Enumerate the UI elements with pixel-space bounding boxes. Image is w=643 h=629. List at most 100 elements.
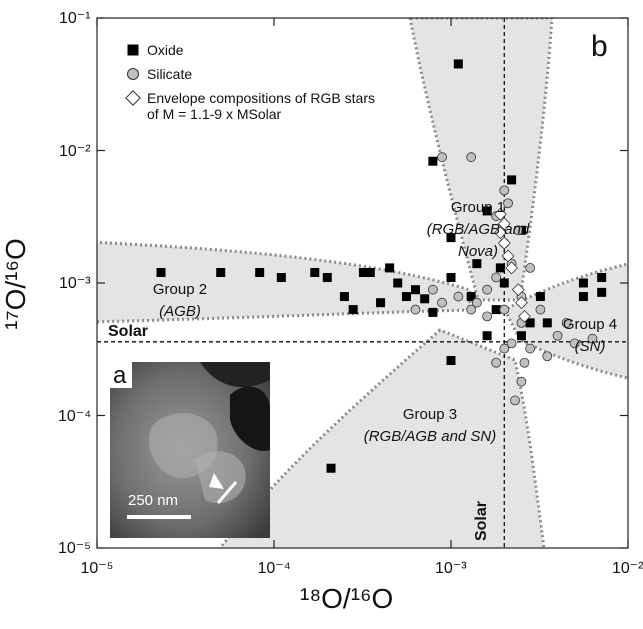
diamond-point (493, 226, 507, 240)
square-point (156, 268, 166, 278)
x-axis-title: ¹⁸O/¹⁶O (300, 583, 394, 614)
diamond-point (501, 249, 515, 263)
sem-grain (195, 451, 246, 504)
square-point (499, 278, 509, 288)
legend-symbol (125, 90, 141, 106)
diamond-point (497, 236, 511, 250)
circle-point (525, 343, 536, 354)
circle-point (471, 297, 482, 308)
square-point (453, 59, 463, 69)
square-point (376, 298, 386, 308)
legend-label: Envelope compositions of RGB stars of M … (147, 90, 375, 122)
solar-label: Solar (473, 500, 491, 542)
inset-label: a (113, 362, 127, 389)
square-point (525, 318, 535, 328)
circle-point (499, 343, 510, 354)
square-point (466, 292, 476, 302)
diamond-point (493, 207, 507, 221)
inset-label-box (110, 362, 132, 388)
arrow-head (209, 473, 224, 489)
circle-point (427, 284, 438, 295)
circle-point (491, 357, 502, 368)
square-point (310, 268, 320, 278)
legend-label: Silicate (147, 66, 193, 82)
circle-point (513, 225, 524, 236)
circle-point (561, 317, 572, 328)
solar-label: Solar (108, 323, 149, 340)
annotation-title: Group 1 (450, 199, 506, 216)
square-point (516, 331, 526, 341)
diamond-point (497, 217, 511, 231)
square-point (578, 292, 588, 302)
y-axis-title: ¹⁷O/¹⁶O (0, 238, 31, 330)
square-point (482, 331, 492, 341)
circle-point (506, 338, 517, 349)
square-point (410, 285, 420, 295)
inset-image (110, 362, 270, 538)
circle-point (510, 395, 520, 406)
circle-point (569, 338, 580, 349)
circle-point (482, 311, 493, 322)
square-point (401, 292, 411, 302)
annotation-note: (SN) (574, 338, 606, 355)
legend-label: Oxide (147, 42, 184, 58)
circle-point (516, 376, 527, 387)
arrow-shaft (216, 481, 238, 504)
square-point (578, 278, 588, 288)
circle-point (503, 198, 513, 209)
x-tick-label: 10⁻² (612, 560, 643, 577)
x-tick-label: 10⁻³ (435, 560, 467, 577)
annotation-title: Group 3 (402, 406, 458, 423)
circle-point (587, 333, 598, 344)
diamond-point (518, 309, 531, 323)
square-point (535, 292, 545, 302)
legend-box (118, 38, 395, 130)
sem-pore (200, 362, 270, 388)
square-point (597, 273, 607, 283)
square-point (420, 294, 430, 304)
square-point (326, 463, 336, 473)
y-tick-label: 10⁻³ (59, 275, 91, 292)
annotation: Group 2 (AGB) (140, 279, 220, 323)
square-point (491, 305, 501, 315)
circle-point (535, 304, 546, 315)
annotation-title: Group 2 (152, 281, 208, 298)
square-point (358, 268, 368, 278)
y-tick-label: 10⁻⁵ (58, 540, 91, 557)
square-point (348, 305, 358, 315)
square-point (446, 233, 456, 243)
y-tick-label: 10⁻² (59, 142, 91, 160)
diamond-point (505, 261, 519, 275)
square-point (597, 287, 607, 297)
annotation: Group 1 (RGB/AGB and Nova) (418, 197, 538, 263)
x-tick-label: 10⁻⁴ (257, 560, 291, 577)
square-point (495, 263, 505, 273)
circle-point (482, 284, 493, 295)
circle-point (542, 351, 553, 362)
square-point (428, 156, 438, 166)
square-point (365, 268, 375, 278)
square-point (216, 268, 226, 278)
region-group-3 (218, 328, 546, 548)
circle-point (519, 357, 530, 368)
circle-point (437, 297, 447, 308)
annotation-note: (RGB/AGB and Nova) (426, 221, 530, 260)
annotation-note: (AGB) (159, 303, 201, 320)
annotation: Group 4 (SN) (555, 314, 625, 358)
legend-symbol (127, 44, 139, 56)
square-point (255, 268, 265, 278)
square-point (482, 206, 492, 216)
square-point (385, 263, 395, 273)
annotation: Group 3 (RGB/AGB and SN) (355, 404, 505, 448)
circle-point (491, 272, 502, 283)
square-point (446, 273, 456, 283)
circle-point (453, 291, 464, 302)
square-point (339, 292, 349, 302)
legend-symbol (127, 68, 139, 80)
circle-point (499, 304, 510, 315)
square-point (322, 273, 332, 283)
panel-label: b (591, 30, 608, 63)
y-tick-label: 10⁻⁴ (58, 407, 92, 425)
